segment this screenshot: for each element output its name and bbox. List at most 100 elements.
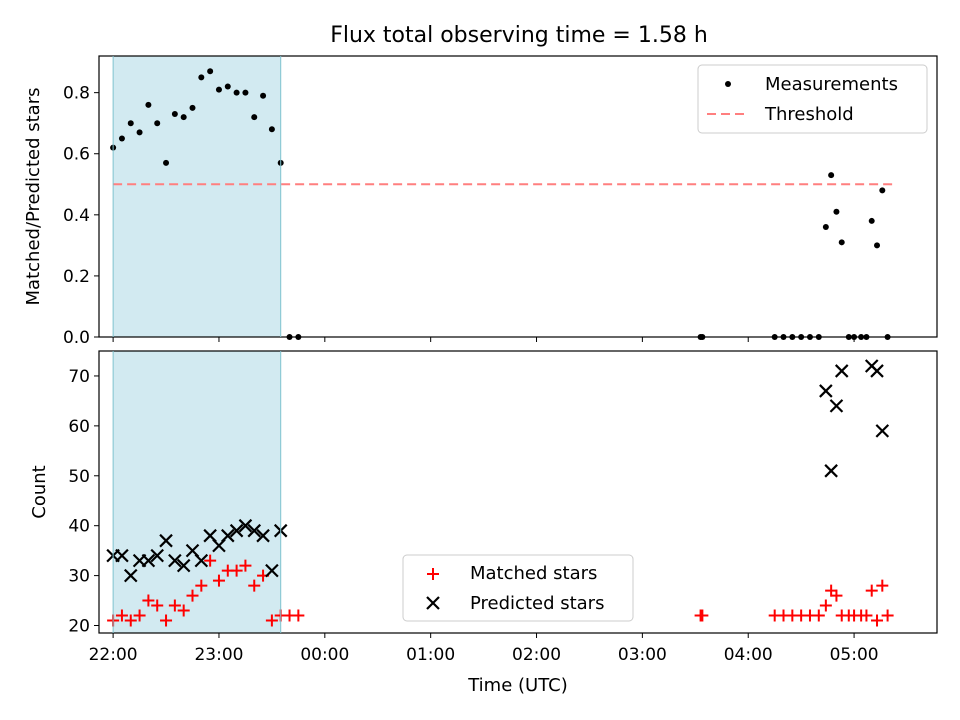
top-y-tick-label: 0.4: [63, 206, 90, 226]
measurement-point: [828, 172, 835, 179]
predicted-star-point: [824, 464, 838, 478]
x-tick-label: 02:00: [512, 645, 561, 665]
predicted-star-point: [150, 548, 164, 563]
bottom-y-tick-label: 40: [68, 517, 90, 537]
x-tick-label: 03:00: [618, 645, 667, 665]
legend-measurements-marker: [725, 81, 731, 87]
measurement-point: [242, 89, 249, 96]
measurement-point: [118, 135, 125, 142]
matched-star-point: [177, 604, 190, 617]
top-y-tick-label: 0.2: [63, 267, 90, 287]
legend-predicted-label: Predicted stars: [470, 593, 604, 614]
measurement-point: [180, 114, 187, 121]
measurement-point: [233, 89, 240, 96]
top-observing-span: [113, 56, 281, 337]
predicted-star-point: [221, 528, 235, 543]
matched-star-point: [204, 554, 217, 567]
legend-predicted-marker: [426, 596, 440, 610]
top-y-tick-label: 0.8: [63, 84, 90, 104]
legend-matched-glyph: [427, 568, 439, 580]
predicted-star-point: [265, 563, 279, 578]
top-y-tick-label: 0.0: [63, 328, 90, 348]
legend-measurements-label: Measurements: [765, 74, 898, 95]
bottom-axes-frame: [98, 350, 938, 634]
bottom-legend-box: [402, 554, 634, 622]
legend-matched-label: Matched stars: [470, 563, 597, 584]
predicted-star-point: [819, 384, 833, 398]
predicted-star-point: [194, 553, 209, 568]
bottom-observing-span: [113, 351, 281, 633]
matched-star-point: [212, 574, 225, 587]
matched-star-point: [830, 589, 843, 602]
matched-star-point: [230, 564, 243, 577]
count-points: [106, 359, 894, 627]
bottom-x-axis: 22:00 23:00 00:00 01:00 02:00 03:00 04:00 05:00: [89, 633, 879, 665]
bottom-y-tick-label: 20: [68, 617, 90, 637]
measurement-point: [822, 224, 829, 231]
top-y-tick-label: 0.6: [63, 145, 90, 165]
matched-star-point: [142, 594, 155, 607]
count-panel: 20 30 40 50 60 70 22:00 23:00 00:00 01:00 02:00 03…: [29, 350, 938, 696]
matched-star-point: [160, 614, 173, 627]
matched-star-point: [292, 609, 305, 622]
predicted-star-point: [238, 518, 253, 533]
matched-star-point: [860, 609, 873, 622]
measurement-point: [136, 129, 143, 136]
bottom-legend: Matched stars Predicted stars: [402, 554, 634, 622]
x-axis-label: Time (UTC): [467, 675, 568, 696]
matched-star-point: [812, 609, 825, 622]
legend-predicted-glyph: [426, 596, 440, 610]
measurement-point: [154, 120, 161, 127]
matched-star-point: [186, 589, 199, 602]
matched-star-point: [881, 609, 894, 622]
measurement-point: [171, 111, 178, 118]
x-tick-label: 22:00: [89, 645, 138, 665]
bottom-y-axis: 20 30 40 50 60 70: [68, 367, 99, 637]
predicted-star-point: [834, 364, 849, 378]
measurement-point: [260, 92, 267, 99]
x-tick-label: 04:00: [724, 645, 773, 665]
measurement-point: [251, 114, 258, 121]
predicted-star-point: [829, 399, 844, 413]
matched-star-point: [124, 614, 137, 627]
matched-star-point: [195, 579, 208, 592]
measurement-point: [868, 217, 875, 224]
top-axes-frame: [98, 55, 938, 338]
matched-star-point: [696, 609, 709, 622]
predicted-star-point: [115, 548, 129, 563]
predicted-star-point: [870, 364, 884, 378]
measurement-point: [207, 68, 214, 75]
measurement-point: [145, 101, 152, 108]
top-legend: Measurements Threshold: [697, 64, 928, 134]
bottom-y-tick-label: 60: [68, 417, 90, 437]
matched-star-point: [265, 614, 278, 627]
bottom-y-tick-label: 50: [68, 467, 90, 487]
bottom-y-tick-label: 70: [68, 367, 90, 387]
x-tick-label: 01:00: [406, 645, 455, 665]
legend-threshold-label: Threshold: [764, 104, 854, 125]
measurement-point: [833, 208, 840, 215]
measurement-points: [110, 68, 891, 340]
chart-title: Flux total observing time = 1.58 h: [330, 23, 708, 48]
predicted-star-point: [168, 553, 182, 568]
matched-star-point: [115, 609, 128, 622]
matched-star-point: [819, 599, 832, 612]
matched-star-point: [871, 614, 884, 627]
matched-star-point: [865, 584, 878, 597]
predicted-star-point: [229, 523, 244, 538]
predicted-star-point: [256, 528, 270, 543]
x-tick-label: 23:00: [194, 645, 243, 665]
x-tick-label: 00:00: [300, 645, 349, 665]
measurement-point: [198, 74, 205, 81]
matched-star-point: [248, 579, 261, 592]
top-legend-box: [697, 64, 928, 134]
legend-matched-marker: [427, 568, 439, 580]
measurement-point: [838, 239, 845, 246]
measurement-point: [879, 187, 886, 194]
matched-star-point: [876, 579, 889, 592]
predicted-star-point: [141, 553, 156, 568]
predicted-star-point: [123, 568, 138, 583]
ratio-panel: 0.00.20.40.60.8 Matched/Predicted stars …: [23, 55, 938, 348]
predicted-star-point: [159, 533, 173, 548]
top-y-axis: 0.0 0.2 0.4 0.6 0.8: [63, 84, 99, 348]
